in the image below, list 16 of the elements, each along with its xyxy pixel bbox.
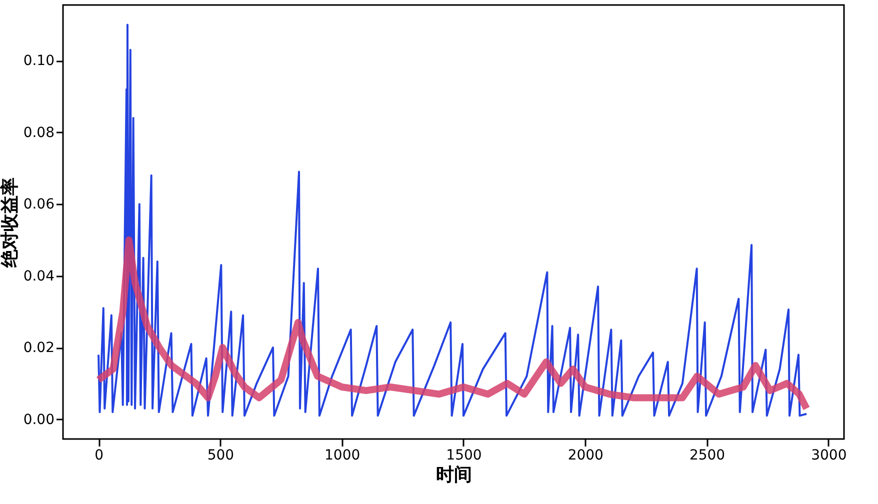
x-tick-label: 0 <box>94 448 104 464</box>
x-tick-label: 2000 <box>568 448 604 464</box>
y-axis-title: 绝对收益率 <box>0 178 20 268</box>
x-axis-title: 时间 <box>436 464 472 486</box>
x-tick-label: 1000 <box>324 448 360 464</box>
x-tick-label: 500 <box>207 448 234 464</box>
x-tick-label: 3000 <box>811 448 847 464</box>
x-tick-label: 1500 <box>446 448 482 464</box>
x-tick-label: 2500 <box>689 448 726 464</box>
y-tick-label: 0.00 <box>23 412 54 428</box>
y-tick-label: 0.02 <box>23 340 54 356</box>
line-series <box>98 24 808 417</box>
y-tick-label: 0.06 <box>23 196 55 213</box>
y-tick-label: 0.08 <box>23 124 54 141</box>
y-tick-label: 0.10 <box>23 53 54 70</box>
y-tick-label: 0.04 <box>23 268 55 284</box>
